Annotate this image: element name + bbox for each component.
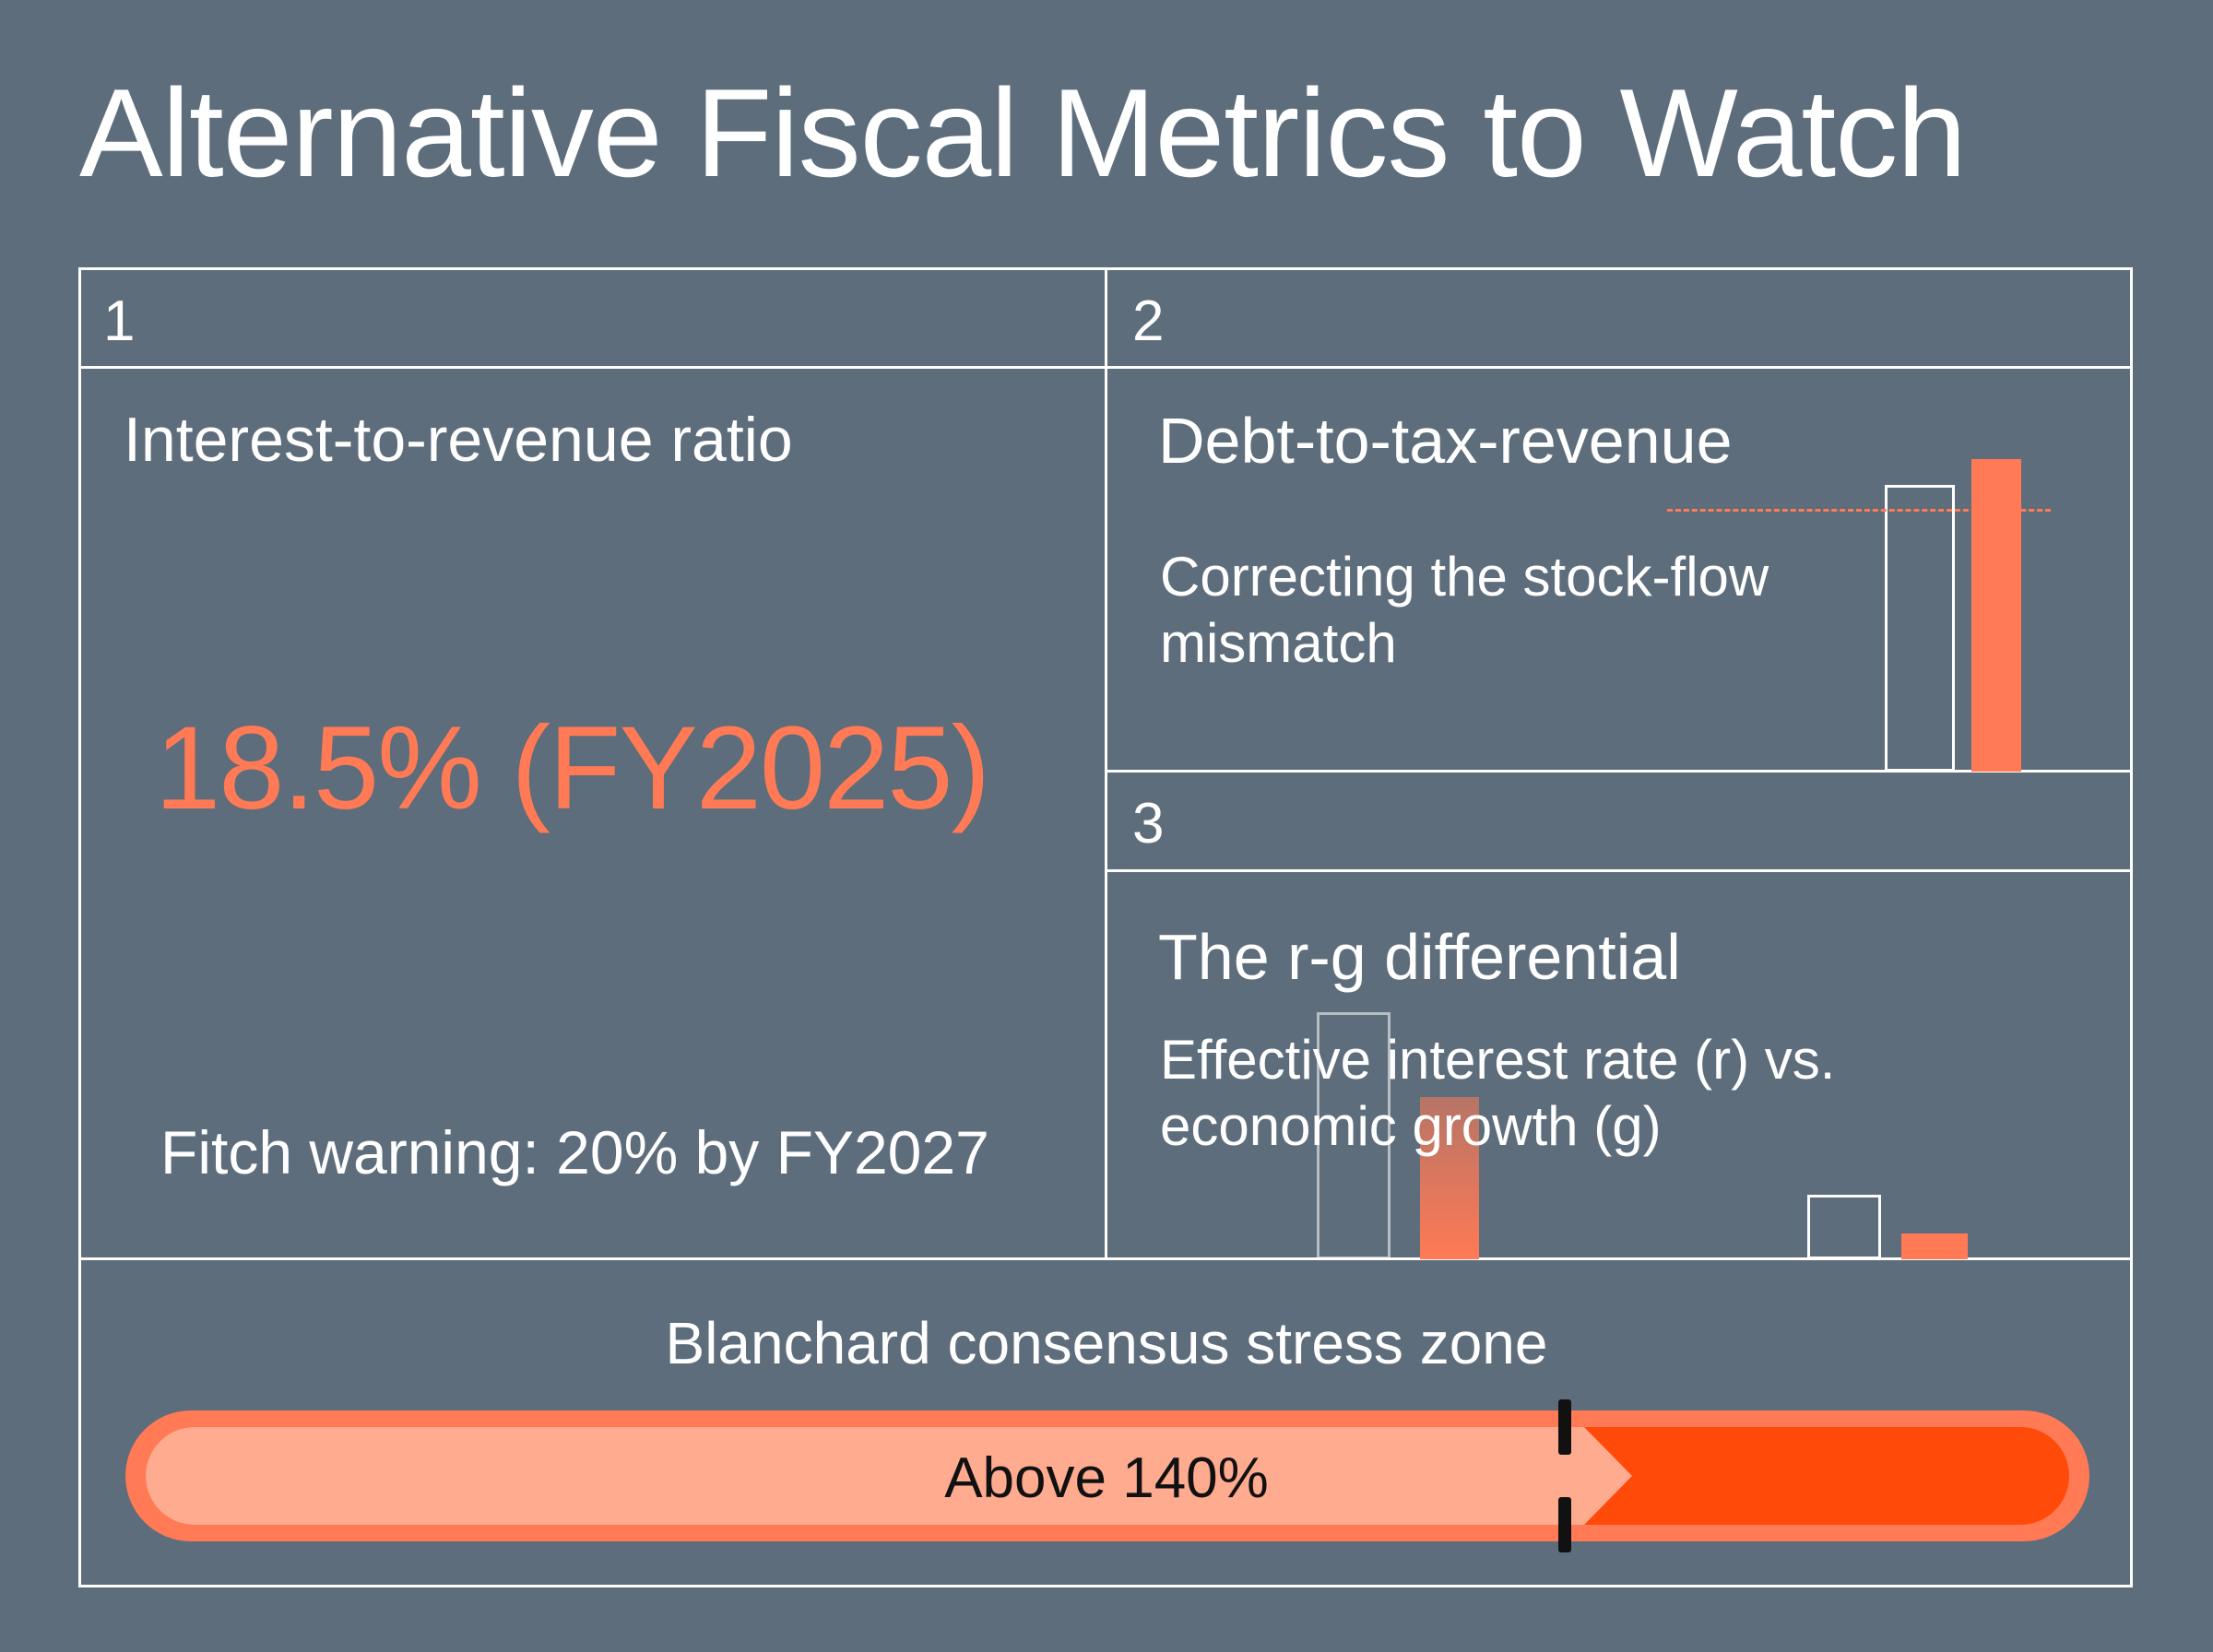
panel-3-filled-bar-g <box>1901 1233 1968 1259</box>
panel-3-outline-bar-g <box>1807 1195 1881 1259</box>
panel-3-heading: The r-g differential <box>1158 921 1681 993</box>
grid-divider-stress-zone <box>78 1257 2133 1260</box>
grid-divider-panel2-bottom <box>1105 770 2133 773</box>
panel-2-number: 2 <box>1132 289 1165 353</box>
panel-1-value: 18.5% (FY2025) <box>155 702 990 834</box>
panel-2-outline-bar <box>1885 485 1955 772</box>
stress-zone-label: Above 140% <box>944 1446 1269 1510</box>
panel-2-heading: Debt-to-tax-revenue <box>1158 405 1733 477</box>
panel-2-subtitle: Correcting the stock-flow mismatch <box>1160 546 1769 674</box>
grid-divider-panel3-header <box>1105 869 2133 872</box>
grid-divider-vertical <box>1105 267 1107 1260</box>
panel-3-subtitle: Effective interest rate (r) vs. economic… <box>1160 1029 1836 1157</box>
panel-1-heading: Interest-to-revenue ratio <box>124 405 793 475</box>
grid-divider-panel1-header <box>78 366 1107 369</box>
stress-threshold-marker-bottom <box>1558 1497 1571 1552</box>
stress-threshold-marker-top <box>1558 1399 1571 1455</box>
panel-1-note: Fitch warning: 20% by FY2027 <box>160 1118 989 1186</box>
page-title: Alternative Fiscal Metrics to Watch <box>79 63 1967 203</box>
stress-zone-title: Blanchard consensus stress zone <box>665 1310 1548 1376</box>
panel-3-filled-bar-r <box>1420 1097 1479 1259</box>
stress-zone-bar <box>125 1410 2089 1541</box>
panel-2-threshold-line <box>1667 509 2051 512</box>
stress-zone-bar-fill <box>146 1427 2069 1525</box>
panel-1-number: 1 <box>103 289 136 353</box>
grid-divider-panel2-header <box>1105 366 2133 369</box>
panel-2-filled-bar <box>1971 459 2021 772</box>
panel-3-outline-bar-r <box>1317 1012 1391 1259</box>
panel-3-number: 3 <box>1132 792 1165 856</box>
stress-zone-bar-safe-region <box>146 1427 1632 1525</box>
